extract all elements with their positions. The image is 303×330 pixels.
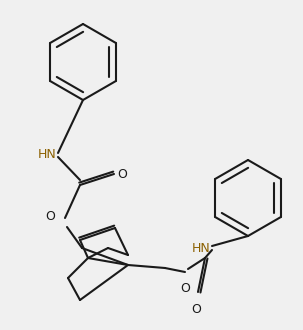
Text: HN: HN bbox=[192, 242, 211, 254]
Text: O: O bbox=[45, 211, 55, 223]
Text: HN: HN bbox=[38, 148, 57, 161]
Text: O: O bbox=[117, 168, 127, 181]
Text: O: O bbox=[180, 282, 190, 295]
Text: O: O bbox=[191, 303, 201, 316]
